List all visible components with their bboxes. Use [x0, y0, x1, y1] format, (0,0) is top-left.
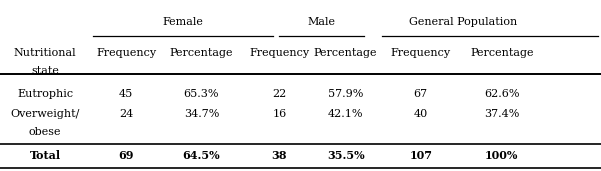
Text: 57.9%: 57.9% — [328, 89, 363, 99]
Text: 24: 24 — [119, 109, 133, 119]
Text: 42.1%: 42.1% — [328, 109, 364, 119]
Text: obese: obese — [29, 127, 61, 137]
Text: 107: 107 — [409, 150, 432, 161]
Text: Eutrophic: Eutrophic — [17, 89, 73, 99]
Text: 34.7%: 34.7% — [184, 109, 219, 119]
Text: 67: 67 — [413, 89, 428, 99]
Text: 40: 40 — [413, 109, 428, 119]
Text: General Population: General Population — [409, 17, 517, 27]
Text: Percentage: Percentage — [314, 48, 377, 58]
Text: 35.5%: 35.5% — [327, 150, 364, 161]
Text: 65.3%: 65.3% — [183, 89, 219, 99]
Text: 64.5%: 64.5% — [183, 150, 220, 161]
Text: 62.6%: 62.6% — [484, 89, 520, 99]
Text: 16: 16 — [272, 109, 287, 119]
Text: 69: 69 — [118, 150, 134, 161]
Text: Frequency: Frequency — [96, 48, 156, 58]
Text: Frequency: Frequency — [391, 48, 451, 58]
Text: 100%: 100% — [485, 150, 519, 161]
Text: Percentage: Percentage — [169, 48, 233, 58]
Text: Male: Male — [308, 17, 335, 27]
Text: Overweight/: Overweight/ — [10, 109, 80, 119]
Text: Percentage: Percentage — [470, 48, 534, 58]
Text: 38: 38 — [272, 150, 287, 161]
Text: 37.4%: 37.4% — [484, 109, 519, 119]
Text: Total: Total — [29, 150, 61, 161]
Text: 22: 22 — [272, 89, 287, 99]
Text: Frequency: Frequency — [249, 48, 310, 58]
Text: 45: 45 — [119, 89, 133, 99]
Text: state: state — [31, 66, 59, 76]
Text: Female: Female — [163, 17, 204, 27]
Text: Nutritional: Nutritional — [14, 48, 76, 58]
